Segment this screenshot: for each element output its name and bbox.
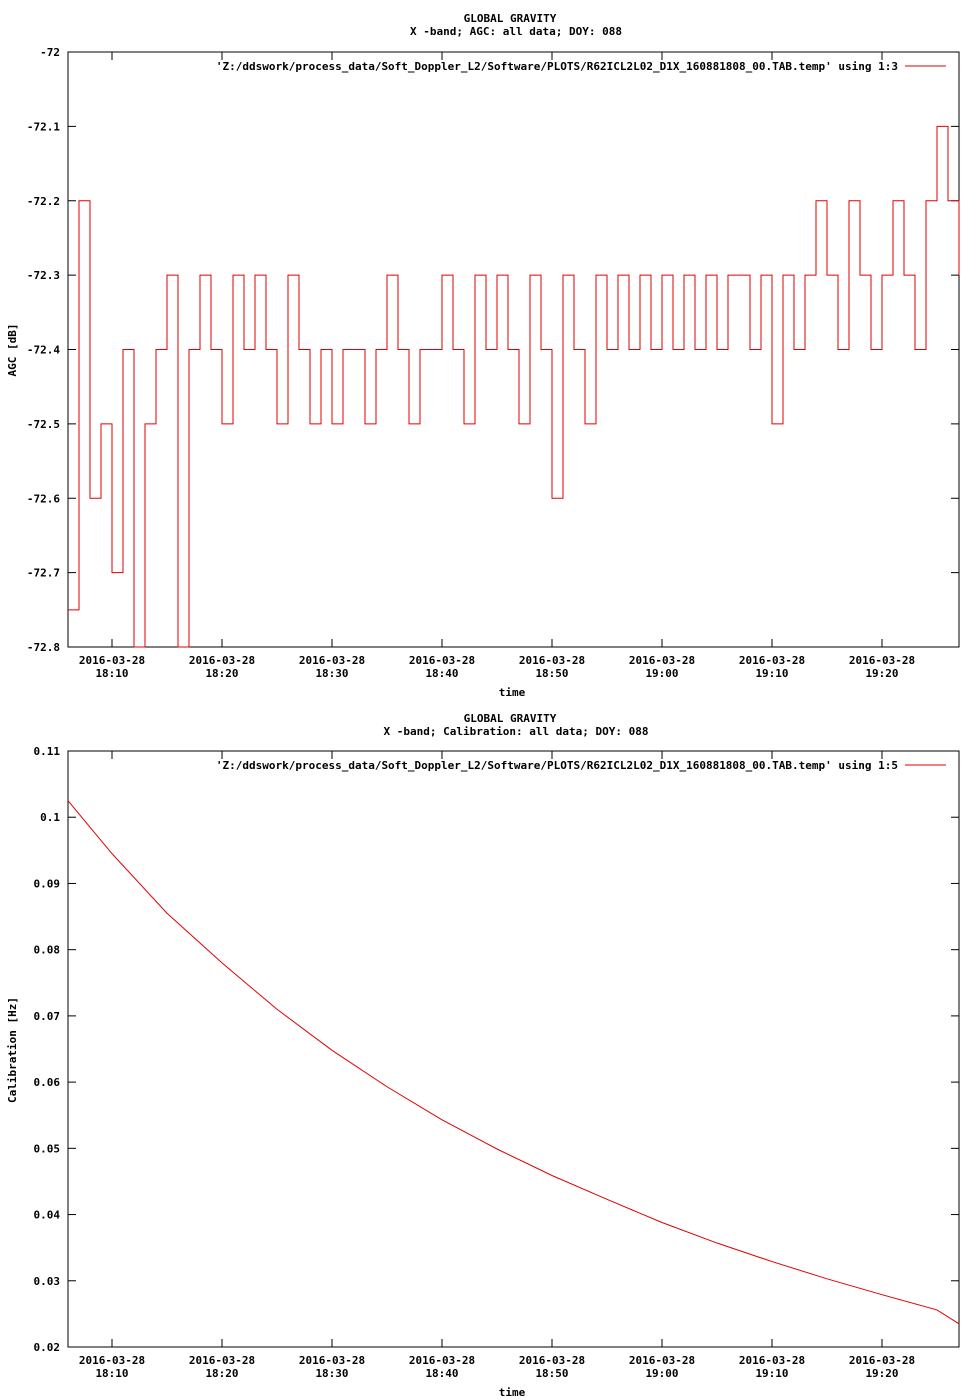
x-tick-date: 2016-03-28 bbox=[519, 654, 585, 667]
x-tick-date: 2016-03-28 bbox=[519, 1354, 585, 1367]
x-tick-time: 18:10 bbox=[95, 667, 128, 680]
y-tick-label: -72.7 bbox=[27, 567, 60, 580]
x-tick-time: 18:20 bbox=[205, 1367, 238, 1380]
x-tick-time: 19:10 bbox=[755, 667, 788, 680]
y-tick-label: 0.09 bbox=[34, 877, 61, 890]
y-tick-label: -72.1 bbox=[27, 120, 60, 133]
y-tick-label: -72.4 bbox=[27, 344, 60, 357]
chart-subtitle: X -band; AGC: all data; DOY: 088 bbox=[410, 25, 622, 38]
x-tick-date: 2016-03-28 bbox=[409, 654, 475, 667]
x-tick-date: 2016-03-28 bbox=[849, 654, 915, 667]
x-tick-time: 18:30 bbox=[315, 1367, 348, 1380]
x-tick-time: 19:10 bbox=[755, 1367, 788, 1380]
x-tick-time: 18:50 bbox=[535, 667, 568, 680]
x-tick-date: 2016-03-28 bbox=[299, 1354, 365, 1367]
y-axis-label: AGC [dB] bbox=[6, 324, 19, 377]
y-tick-label: -72.5 bbox=[27, 418, 60, 431]
x-tick-date: 2016-03-28 bbox=[739, 654, 805, 667]
y-tick-label: 0.1 bbox=[40, 811, 60, 824]
y-tick-label: -72.3 bbox=[27, 269, 60, 282]
y-tick-label: 0.07 bbox=[34, 1010, 61, 1023]
x-tick-time: 18:30 bbox=[315, 667, 348, 680]
y-tick-label: 0.04 bbox=[34, 1209, 61, 1222]
y-tick-label: -72 bbox=[40, 46, 60, 59]
x-tick-date: 2016-03-28 bbox=[629, 654, 695, 667]
y-tick-label: 0.06 bbox=[34, 1076, 61, 1089]
x-axis-label: time bbox=[499, 1386, 526, 1399]
x-tick-date: 2016-03-28 bbox=[739, 1354, 805, 1367]
x-tick-date: 2016-03-28 bbox=[299, 654, 365, 667]
x-tick-date: 2016-03-28 bbox=[79, 654, 145, 667]
x-tick-date: 2016-03-28 bbox=[79, 1354, 145, 1367]
x-tick-time: 18:10 bbox=[95, 1367, 128, 1380]
y-tick-label: -72.8 bbox=[27, 641, 60, 654]
x-tick-date: 2016-03-28 bbox=[189, 654, 255, 667]
legend-label: 'Z:/ddswork/process_data/Soft_Doppler_L2… bbox=[216, 60, 898, 73]
x-tick-time: 19:00 bbox=[645, 667, 678, 680]
y-axis: 0.11 0.1 0.09 0.08 0.07 0.06 0.05 0.04 0.03 0.02 bbox=[34, 745, 959, 1354]
x-axis: 2016-03-2818:102016-03-2818:202016-03-28… bbox=[79, 751, 915, 1380]
x-tick-time: 18:20 bbox=[205, 667, 238, 680]
y-axis: -72 -72.1 -72.2 -72.3 -72.4 -72.5 -72.6 -72.7 -7… bbox=[27, 46, 959, 654]
x-tick-time: 18:40 bbox=[425, 667, 458, 680]
y-tick-label: -72.6 bbox=[27, 492, 60, 505]
y-tick-label: 0.08 bbox=[34, 944, 61, 957]
agc-series-line bbox=[68, 125, 960, 648]
x-tick-time: 19:20 bbox=[865, 1367, 898, 1380]
legend-label: 'Z:/ddswork/process_data/Soft_Doppler_L2… bbox=[216, 759, 898, 772]
y-tick-label: -72.2 bbox=[27, 195, 60, 208]
x-tick-date: 2016-03-28 bbox=[849, 1354, 915, 1367]
chart-title: GLOBAL GRAVITY bbox=[464, 12, 557, 25]
plot-frame bbox=[67, 750, 960, 1348]
calibration-chart: GLOBAL GRAVITY X -band; Calibration: all… bbox=[6, 712, 960, 1399]
x-tick-time: 18:50 bbox=[535, 1367, 568, 1380]
y-tick-label: 0.02 bbox=[34, 1341, 61, 1354]
y-axis-label: Calibration [Hz] bbox=[6, 997, 19, 1103]
x-tick-time: 19:00 bbox=[645, 1367, 678, 1380]
x-tick-date: 2016-03-28 bbox=[409, 1354, 475, 1367]
x-tick-date: 2016-03-28 bbox=[629, 1354, 695, 1367]
x-tick-date: 2016-03-28 bbox=[189, 1354, 255, 1367]
x-tick-time: 18:40 bbox=[425, 1367, 458, 1380]
y-tick-label: 0.11 bbox=[34, 745, 61, 758]
y-tick-label: 0.03 bbox=[34, 1275, 61, 1288]
y-tick-label: 0.05 bbox=[34, 1142, 61, 1155]
chart-subtitle: X -band; Calibration: all data; DOY: 088 bbox=[384, 725, 649, 738]
chart-title: GLOBAL GRAVITY bbox=[464, 712, 557, 725]
agc-chart: GLOBAL GRAVITY X -band; AGC: all data; D… bbox=[6, 12, 960, 699]
x-axis-label: time bbox=[499, 686, 526, 699]
x-tick-time: 19:20 bbox=[865, 667, 898, 680]
calibration-series-line bbox=[67, 800, 960, 1325]
x-axis: 2016-03-2818:102016-03-2818:202016-03-28… bbox=[79, 52, 915, 680]
